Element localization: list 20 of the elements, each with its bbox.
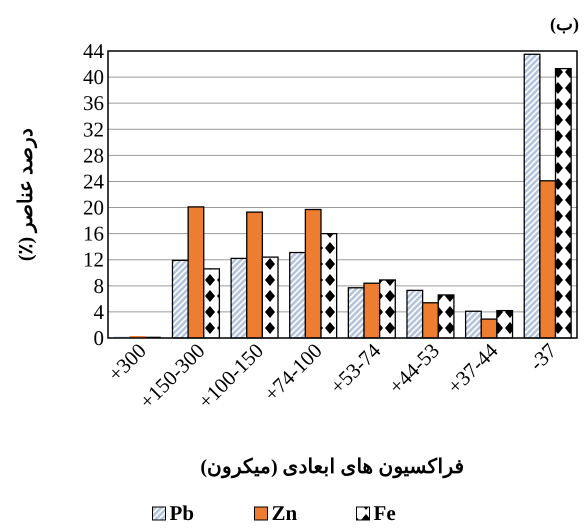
- y-tick-label: 8: [94, 274, 104, 298]
- text: (ب): [550, 14, 579, 34]
- y-tick-label: 0: [94, 326, 104, 350]
- y-tick-label: 44: [83, 39, 104, 63]
- y-tick-label: 40: [83, 65, 104, 90]
- y-tick-label: 20: [83, 196, 104, 220]
- y-tick-label: 16: [83, 222, 104, 246]
- y-tick-label: 32: [83, 117, 104, 142]
- y-tick-label: 28: [83, 143, 104, 168]
- legend-label: Zn: [272, 501, 298, 525]
- legend-label: Pb: [170, 501, 194, 525]
- y-axis-title: درصد عناصر (٪): [15, 128, 38, 262]
- y-tick-label: 4: [94, 300, 104, 324]
- y-tick-label: 12: [83, 248, 104, 272]
- y-tick-label: 24: [83, 169, 104, 194]
- x-tick-label: -37: [524, 338, 562, 376]
- y-tick-label: 36: [83, 91, 104, 116]
- x-axis-title: فراکسیون های ابعادی (میکرون): [200, 456, 465, 479]
- x-tick-label: +300: [103, 338, 151, 386]
- legend-label: Fe: [374, 501, 396, 525]
